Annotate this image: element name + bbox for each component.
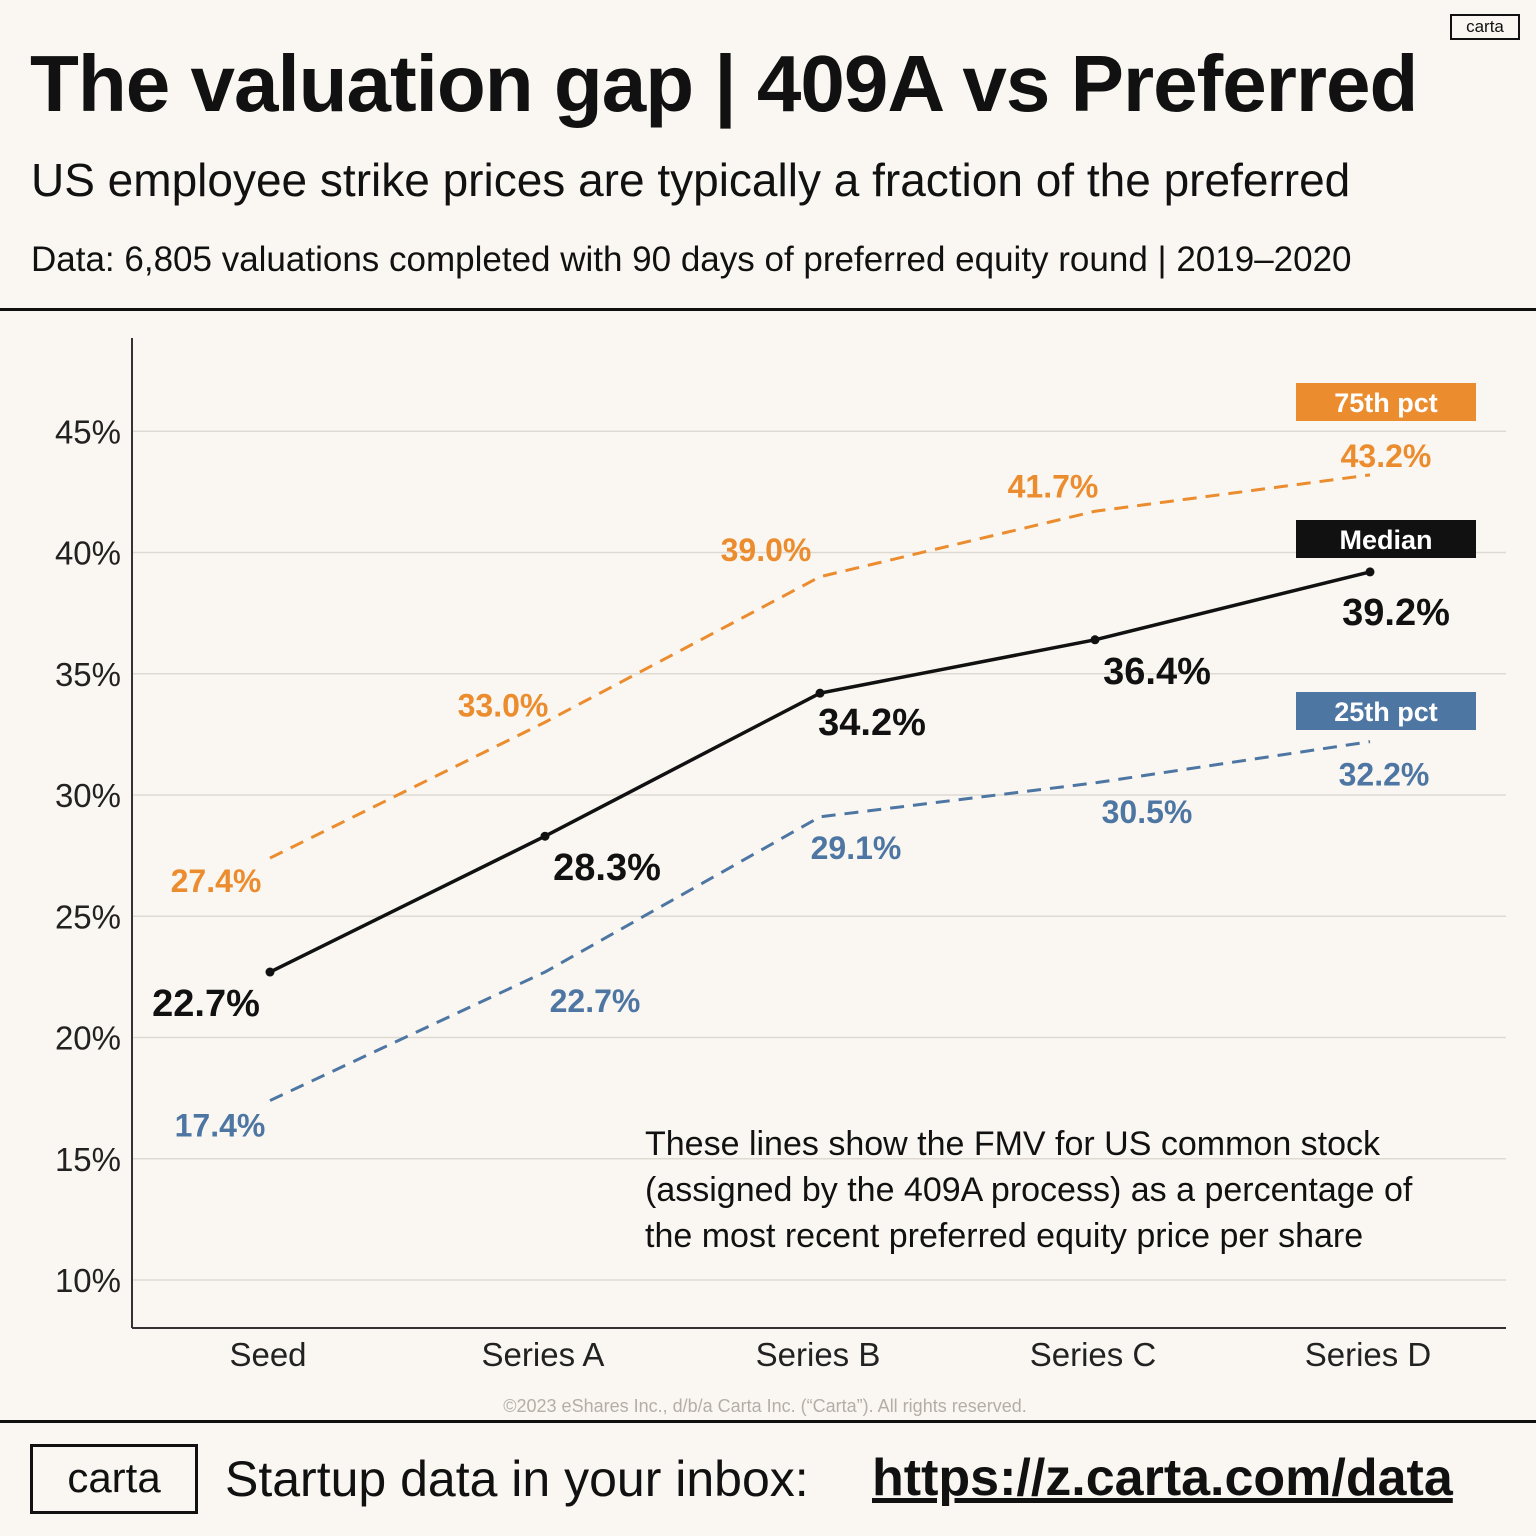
chart-annotation-line: the most recent preferred equity price p… xyxy=(645,1217,1363,1255)
legend-label: 75th pct xyxy=(1334,388,1438,418)
data-label: 22.7% xyxy=(550,983,641,1019)
series-75th-pct: 27.4% 33.0% 39.0% 41.7% 43.2% 75th pct xyxy=(171,383,1476,899)
legend-label: Median xyxy=(1339,525,1432,555)
data-label: 28.3% xyxy=(553,847,661,889)
x-tick-label: Series A xyxy=(482,1336,605,1373)
y-tick-label: 35% xyxy=(55,656,121,693)
legend-tag xyxy=(1296,692,1476,730)
y-tick-label: 15% xyxy=(55,1141,121,1178)
footer-divider xyxy=(0,1420,1536,1423)
y-tick-label: 40% xyxy=(55,535,121,572)
data-label: 41.7% xyxy=(1008,468,1099,504)
series-line xyxy=(269,740,1371,1102)
data-label: 17.4% xyxy=(175,1108,266,1144)
data-point xyxy=(815,688,825,698)
copyright-notice: ©2023 eShares Inc., d/b/a Carta Inc. (“C… xyxy=(503,1396,1027,1416)
legend-tag xyxy=(1296,520,1476,558)
carta-corner-logo: carta xyxy=(1450,14,1520,40)
data-label: 33.0% xyxy=(458,687,549,723)
data-label: 39.0% xyxy=(721,532,812,568)
y-tick-label: 45% xyxy=(55,413,121,450)
data-label: 39.2% xyxy=(1342,592,1450,634)
chart-annotation-line: These lines show the FMV for US common s… xyxy=(645,1125,1381,1163)
carta-footer-logo: carta xyxy=(30,1444,198,1514)
data-point xyxy=(1090,635,1100,645)
x-tick-label: Series D xyxy=(1305,1336,1432,1373)
newsletter-link[interactable]: https://z.carta.com/data xyxy=(872,1449,1453,1507)
data-label: 30.5% xyxy=(1102,794,1193,830)
data-label: 43.2% xyxy=(1341,438,1432,474)
y-tick-label: 30% xyxy=(55,777,121,814)
data-label: 36.4% xyxy=(1103,651,1211,693)
x-tick-label: Series B xyxy=(756,1336,881,1373)
x-tick-label: Series C xyxy=(1030,1336,1157,1373)
page-subtitle: US employee strike prices are typically … xyxy=(31,154,1351,206)
page-title: The valuation gap | 409A vs Preferred xyxy=(30,39,1418,128)
data-point xyxy=(265,967,275,977)
data-label: 27.4% xyxy=(171,863,262,899)
chart-annotation-line: (assigned by the 409A process) as a perc… xyxy=(645,1171,1413,1209)
header-divider xyxy=(0,308,1536,311)
data-label: 34.2% xyxy=(818,702,926,744)
series-line xyxy=(269,570,1371,974)
valuation-gap-chart: 10% 15% 20% 25% 30% 35% 40% 45% Seed Series A Seri… xyxy=(55,338,1506,1416)
series-line xyxy=(269,473,1371,860)
data-label: 32.2% xyxy=(1339,757,1430,793)
x-tick-label: Seed xyxy=(229,1336,306,1373)
series-median: 22.7% 28.3% 34.2% 36.4% 39.2% Median xyxy=(152,520,1476,1025)
newsletter-cta-text: Startup data in your inbox: xyxy=(225,1451,809,1507)
legend-tag xyxy=(1296,383,1476,421)
legend-label: 25th pct xyxy=(1334,697,1438,727)
y-tick-label: 20% xyxy=(55,1020,121,1057)
data-source-note: Data: 6,805 valuations completed with 90… xyxy=(31,240,1352,279)
series-25th-pct: 17.4% 22.7% 29.1% 30.5% 32.2% 25th pct xyxy=(175,692,1476,1144)
data-label: 29.1% xyxy=(811,830,902,866)
data-label: 22.7% xyxy=(152,983,260,1025)
y-tick-label: 10% xyxy=(55,1262,121,1299)
data-point xyxy=(1365,567,1375,577)
data-point xyxy=(540,831,550,841)
y-tick-label: 25% xyxy=(55,898,121,935)
